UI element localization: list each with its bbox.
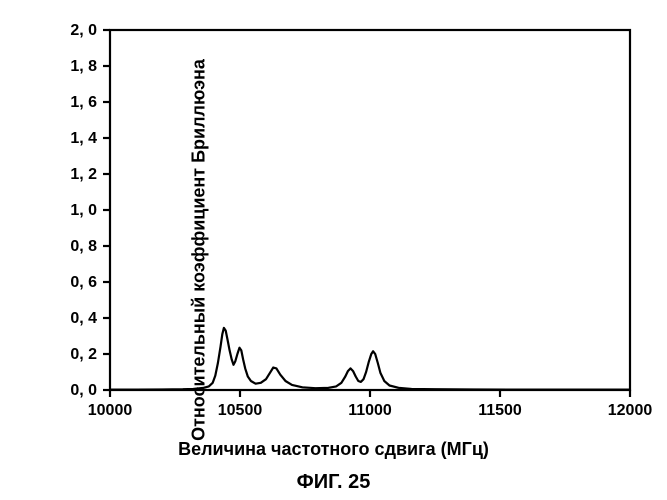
svg-text:12000: 12000 xyxy=(608,402,653,419)
svg-text:11500: 11500 xyxy=(478,402,522,419)
svg-text:1, 6: 1, 6 xyxy=(70,94,97,111)
svg-text:2, 0: 2, 0 xyxy=(70,22,97,39)
brillouin-chart: Относительный коэффициент Бриллюэна 0, 0… xyxy=(0,0,667,500)
svg-text:1, 8: 1, 8 xyxy=(70,58,97,75)
svg-text:1, 4: 1, 4 xyxy=(70,130,97,147)
svg-text:1, 2: 1, 2 xyxy=(70,166,97,183)
svg-text:0, 0: 0, 0 xyxy=(70,382,97,399)
svg-text:10000: 10000 xyxy=(88,402,133,419)
svg-text:0, 2: 0, 2 xyxy=(70,346,97,363)
svg-text:0, 4: 0, 4 xyxy=(70,310,97,327)
x-axis-label: Величина частотного сдвига (МГц) xyxy=(0,439,667,460)
svg-text:0, 8: 0, 8 xyxy=(70,238,97,255)
svg-text:10500: 10500 xyxy=(218,402,263,419)
svg-text:11000: 11000 xyxy=(348,402,392,419)
svg-text:0, 6: 0, 6 xyxy=(70,274,97,291)
plot-svg: 0, 0 0, 2 0, 4 0, 6 0, 8 1, 0 1, 2 1, 4 1, 6 1, 8… xyxy=(0,0,667,500)
svg-text:1, 0: 1, 0 xyxy=(70,202,97,219)
figure-caption: ФИГ. 25 xyxy=(0,471,667,494)
